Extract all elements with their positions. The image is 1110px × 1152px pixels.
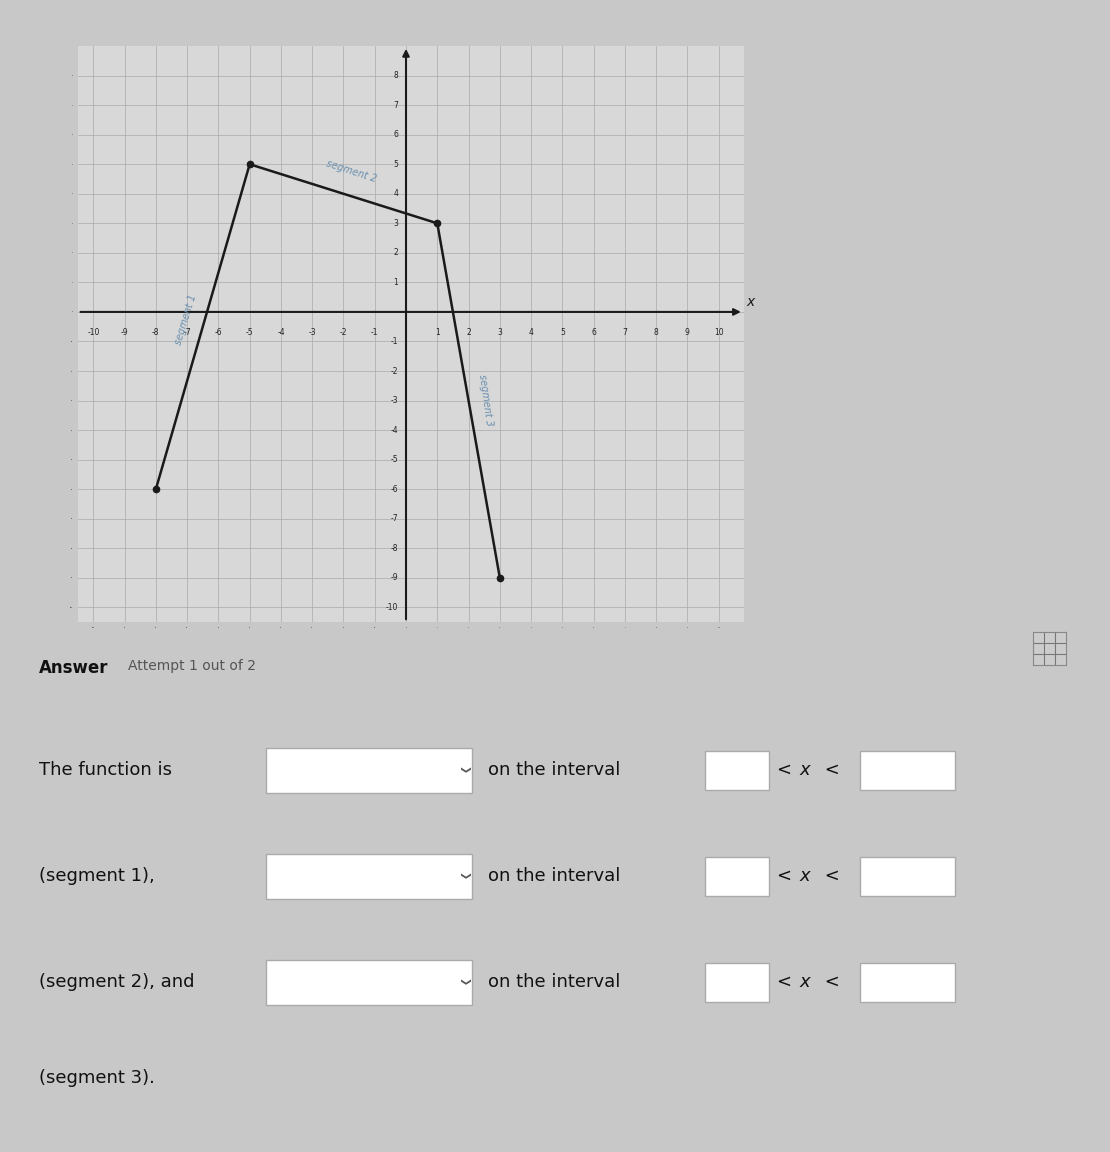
Text: <: <	[777, 761, 798, 780]
Text: 2: 2	[466, 328, 471, 338]
Text: x: x	[799, 761, 810, 780]
Text: <: <	[819, 761, 840, 780]
Text: 5: 5	[559, 328, 565, 338]
Text: -7: -7	[183, 328, 191, 338]
FancyBboxPatch shape	[705, 751, 769, 790]
Text: -5: -5	[245, 328, 253, 338]
Text: 7: 7	[393, 100, 398, 109]
Text: 10: 10	[714, 328, 724, 338]
Text: -1: -1	[371, 328, 379, 338]
Text: -10: -10	[88, 328, 100, 338]
Text: -6: -6	[214, 328, 222, 338]
Text: -1: -1	[391, 338, 398, 346]
Text: 8: 8	[393, 71, 398, 81]
FancyBboxPatch shape	[266, 960, 472, 1005]
Text: 8: 8	[654, 328, 658, 338]
Text: -9: -9	[121, 328, 129, 338]
Text: x: x	[747, 295, 755, 309]
Text: 7: 7	[623, 328, 627, 338]
Text: 4: 4	[393, 189, 398, 198]
Text: -2: -2	[340, 328, 347, 338]
Text: x: x	[799, 973, 810, 992]
Text: (segment 3).: (segment 3).	[39, 1069, 154, 1086]
Text: 9: 9	[685, 328, 689, 338]
Text: segment 1: segment 1	[173, 293, 198, 346]
Text: -8: -8	[391, 544, 398, 553]
Text: -6: -6	[391, 485, 398, 494]
Text: <: <	[777, 867, 798, 886]
Text: -10: -10	[386, 602, 398, 612]
FancyBboxPatch shape	[860, 963, 955, 1002]
Text: (segment 1),: (segment 1),	[39, 867, 154, 886]
Text: 2: 2	[393, 249, 398, 257]
FancyBboxPatch shape	[860, 751, 955, 790]
Text: 1: 1	[393, 278, 398, 287]
FancyBboxPatch shape	[705, 857, 769, 896]
Text: segment 2: segment 2	[325, 159, 377, 184]
Text: -3: -3	[391, 396, 398, 406]
Text: segment 3: segment 3	[477, 373, 495, 426]
Text: <: <	[777, 973, 798, 992]
Text: -4: -4	[391, 425, 398, 434]
Text: 6: 6	[393, 130, 398, 139]
Text: 1: 1	[435, 328, 440, 338]
Text: The function is: The function is	[39, 761, 172, 780]
Text: 6: 6	[592, 328, 596, 338]
Text: Attempt 1 out of 2: Attempt 1 out of 2	[128, 659, 255, 673]
Text: -3: -3	[309, 328, 316, 338]
Text: ❯: ❯	[458, 766, 468, 774]
Text: x: x	[799, 867, 810, 886]
Text: -4: -4	[278, 328, 285, 338]
Text: -7: -7	[391, 514, 398, 523]
Text: -2: -2	[391, 366, 398, 376]
Text: -8: -8	[152, 328, 160, 338]
Text: on the interval: on the interval	[488, 761, 620, 780]
FancyBboxPatch shape	[266, 748, 472, 793]
FancyBboxPatch shape	[860, 857, 955, 896]
Text: <: <	[819, 973, 840, 992]
Text: <: <	[819, 867, 840, 886]
FancyBboxPatch shape	[266, 854, 472, 899]
FancyBboxPatch shape	[705, 963, 769, 1002]
Text: -5: -5	[391, 455, 398, 464]
Text: (segment 2), and: (segment 2), and	[39, 973, 194, 992]
Text: on the interval: on the interval	[488, 973, 620, 992]
Text: ❯: ❯	[458, 872, 468, 880]
Text: on the interval: on the interval	[488, 867, 620, 886]
Text: 5: 5	[393, 160, 398, 168]
Text: Answer: Answer	[39, 659, 109, 677]
Text: 3: 3	[393, 219, 398, 228]
Text: 4: 4	[528, 328, 534, 338]
Text: -9: -9	[391, 574, 398, 582]
Text: ❯: ❯	[458, 978, 468, 986]
Text: 3: 3	[497, 328, 502, 338]
